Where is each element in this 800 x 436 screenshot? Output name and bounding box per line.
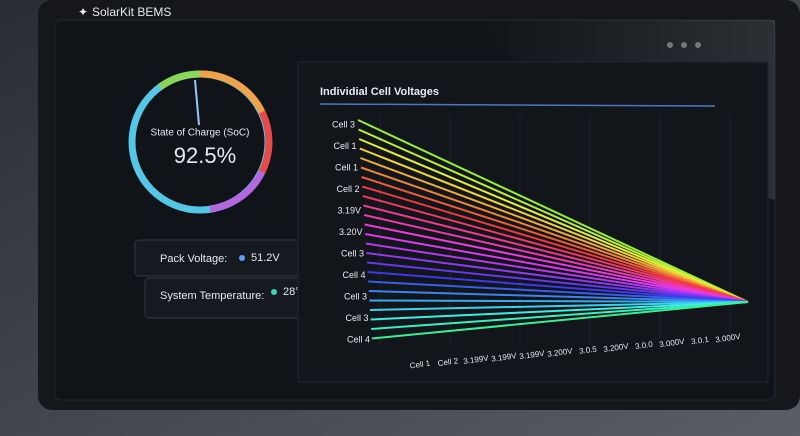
voltage-line (357, 119, 749, 303)
voltage-line (358, 128, 749, 303)
voltage-line (369, 301, 749, 311)
y-label: 3.20V (339, 227, 363, 237)
window-control[interactable] (681, 42, 687, 48)
window-control[interactable] (695, 42, 701, 48)
y-label: Cell 3 (345, 313, 368, 323)
voltage-line (360, 166, 749, 303)
y-label: Cell 3 (344, 291, 367, 301)
x-label: 3.000V (659, 337, 686, 350)
voltage-line (361, 185, 749, 303)
y-label: Cell 4 (347, 334, 370, 344)
stat-dot (239, 255, 245, 261)
voltage-line (363, 204, 749, 303)
x-label: 3.200V (603, 342, 630, 355)
x-label: Cell 2 (437, 356, 459, 368)
y-label: Cell 1 (335, 162, 358, 172)
app-title: SolarKit BEMS (92, 5, 171, 19)
x-label: Cell 1 (409, 359, 431, 371)
panel-title: Individial Cell Voltages (320, 86, 439, 98)
voltage-line (363, 214, 749, 303)
x-label: 3.200V (547, 346, 574, 359)
voltage-line (366, 252, 749, 303)
voltage-line (360, 157, 749, 303)
y-label: 3.19V (337, 205, 361, 215)
title-underline (319, 103, 716, 107)
voltage-line (364, 223, 749, 303)
x-label: 3.0.5 (579, 344, 598, 355)
voltage-line (365, 242, 749, 303)
voltage-line (369, 299, 749, 303)
soc-value: 92.5% (174, 143, 236, 168)
gauge-segment (209, 170, 266, 213)
voltage-line (362, 195, 749, 303)
x-label: 3.199V (463, 354, 490, 367)
voltage-line (359, 147, 749, 303)
voltage-line (361, 176, 749, 303)
soc-gauge: State of Charge (SoC) 92.5% (128, 70, 273, 214)
gauge-segment (258, 110, 273, 174)
gauge-segment (199, 70, 266, 114)
x-label: 3.199V (519, 349, 546, 362)
voltage-line (365, 233, 749, 303)
logo: ✦ (78, 5, 88, 19)
voltage-line (370, 301, 749, 321)
stat-label: System Temperature: (160, 290, 264, 302)
stat-label: Pack Voltage: (160, 253, 227, 265)
y-label: Cell 3 (332, 119, 355, 129)
voltage-line (371, 301, 749, 330)
x-label: 3.0.1 (691, 335, 710, 346)
voltage-line (368, 280, 749, 303)
x-label: 3.199V (491, 351, 518, 364)
y-label: Cell 4 (342, 270, 365, 280)
gauge-needle (194, 79, 200, 126)
window-control[interactable] (667, 42, 673, 48)
voltage-line (358, 138, 749, 303)
stat-value: 51.2V (251, 252, 280, 264)
gauge-segment (157, 70, 201, 90)
soc-label: State of Charge (SoC) (151, 128, 250, 139)
voltage-line (371, 301, 749, 340)
x-label: 3.000V (715, 332, 742, 345)
voltage-line (367, 271, 749, 303)
y-label: Cell 2 (336, 184, 359, 194)
stat-dot (271, 289, 277, 295)
y-label: Cell 1 (333, 141, 356, 151)
voltage-line (366, 261, 749, 303)
x-label: 3.0.0 (635, 340, 654, 351)
voltage-line (368, 290, 749, 303)
y-label: Cell 3 (341, 248, 364, 258)
